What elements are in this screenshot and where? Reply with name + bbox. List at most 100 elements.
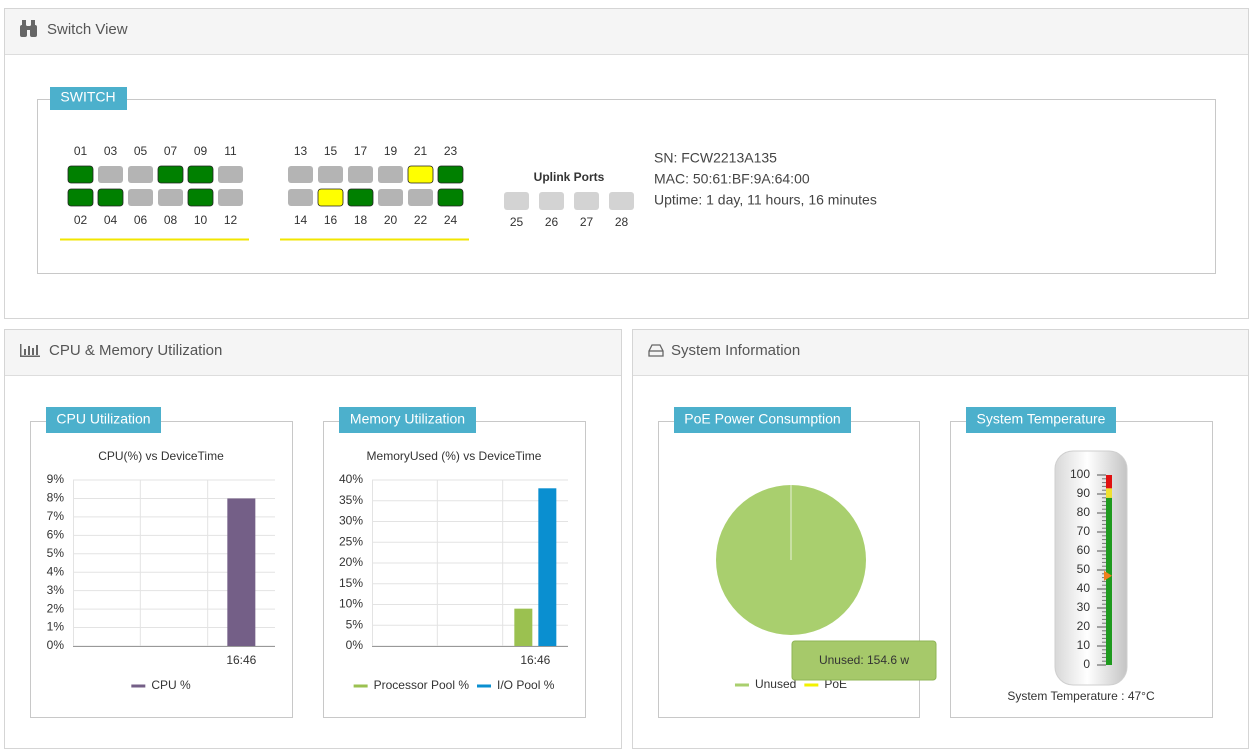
tooltip [791, 640, 937, 681]
scale-band [1106, 488, 1112, 498]
chart-box [30, 421, 293, 718]
port-label: 12 [224, 213, 238, 227]
badge-text: PoE Power Consumption [684, 411, 840, 427]
port-label: 08 [164, 213, 178, 227]
x-tick-label: 16:46 [226, 653, 256, 667]
badge-text: SWITCH [60, 89, 115, 105]
badge [50, 87, 127, 110]
port [128, 166, 153, 183]
tick-label: 90 [1077, 486, 1091, 500]
x-tick-label: 16:46 [520, 653, 550, 667]
y-tick-label: 1% [47, 620, 65, 634]
tick-label: 0 [1083, 657, 1090, 671]
port-label: 10 [194, 213, 208, 227]
port-label: 04 [104, 213, 118, 227]
port-label: 15 [324, 144, 338, 158]
badge [46, 407, 161, 433]
chart-icon [20, 344, 40, 357]
y-tick-label: 5% [47, 546, 65, 560]
badge-text: CPU Utilization [56, 411, 150, 427]
port [378, 166, 403, 183]
bar [538, 488, 557, 646]
port [407, 165, 434, 184]
scale-band [1106, 475, 1112, 489]
port [348, 166, 373, 183]
uplink-port [504, 192, 529, 210]
legend-label: Unused [755, 677, 796, 691]
uplink-title: Uplink Ports [534, 170, 605, 184]
bar [227, 498, 256, 646]
chart-title: CPU(%) vs DeviceTime [98, 449, 224, 463]
port [67, 188, 94, 207]
scale-band [1106, 497, 1112, 665]
y-tick-label: 0% [47, 638, 65, 652]
port-label: 05 [134, 144, 148, 158]
y-tick-label: 6% [47, 528, 65, 542]
panel [4, 8, 1249, 319]
port-label: 09 [194, 144, 208, 158]
port-label: 18 [354, 213, 368, 227]
y-tick-label: 2% [47, 601, 65, 615]
port [218, 189, 243, 206]
port-label: 06 [134, 213, 148, 227]
tick-label: 10 [1077, 638, 1091, 652]
y-tick-label: 30% [339, 514, 363, 528]
y-tick-label: 10% [339, 597, 363, 611]
info-line: SN: FCW2213A135 [654, 150, 777, 166]
panel-title: System Information [671, 342, 800, 359]
port-label: 25 [510, 215, 524, 229]
port-label: 21 [414, 144, 428, 158]
info-line: Uptime: 1 day, 11 hours, 16 minutes [654, 192, 877, 208]
badge-text: System Temperature [977, 411, 1106, 427]
port [218, 166, 243, 183]
panel-header [5, 9, 1248, 54]
port [437, 165, 464, 184]
info-line: MAC: 50:61:BF:9A:64:00 [654, 171, 810, 187]
y-tick-label: 40% [339, 472, 363, 486]
tick-label: 80 [1077, 505, 1091, 519]
legend-label: I/O Pool % [497, 678, 555, 692]
port [98, 166, 123, 183]
port [437, 188, 464, 207]
legend-label: PoE [824, 677, 847, 691]
switch-box [37, 99, 1216, 274]
port-label: 14 [294, 213, 308, 227]
port-label: 22 [414, 213, 428, 227]
port [158, 189, 183, 206]
chart-title: MemoryUsed (%) vs DeviceTime [367, 449, 542, 463]
port [97, 188, 124, 207]
y-tick-label: 3% [47, 583, 65, 597]
legend-label: CPU % [151, 678, 191, 692]
legend-label: Processor Pool % [374, 678, 470, 692]
badge-text: Memory Utilization [350, 411, 465, 427]
port-label: 26 [545, 215, 559, 229]
port [187, 165, 214, 184]
port-label: 19 [384, 144, 398, 158]
tick-label: 20 [1077, 619, 1091, 633]
port [347, 188, 374, 207]
port-label: 20 [384, 213, 398, 227]
port [318, 166, 343, 183]
port-label: 23 [444, 144, 458, 158]
port [288, 166, 313, 183]
y-tick-label: 0% [346, 638, 364, 652]
thermometer-body [1054, 450, 1128, 686]
panel [4, 329, 622, 749]
port [408, 189, 433, 206]
port-label: 28 [615, 215, 629, 229]
y-tick-label: 5% [346, 617, 364, 631]
bar [514, 608, 533, 646]
badge [966, 407, 1116, 433]
y-tick-label: 20% [339, 555, 363, 569]
content: 01 03 05 07 09 11 02 04 06 08 10 12 13 15 17 19 21 23 14 16… [47, 144, 1155, 703]
uplink-port [574, 192, 599, 210]
port-label: 11 [224, 144, 237, 158]
badge [339, 407, 476, 433]
port [157, 165, 184, 184]
port-label: 02 [74, 213, 88, 227]
panel-title: CPU & Memory Utilization [49, 342, 222, 359]
port-label: 16 [324, 213, 338, 227]
tick-label: 50 [1077, 562, 1091, 576]
